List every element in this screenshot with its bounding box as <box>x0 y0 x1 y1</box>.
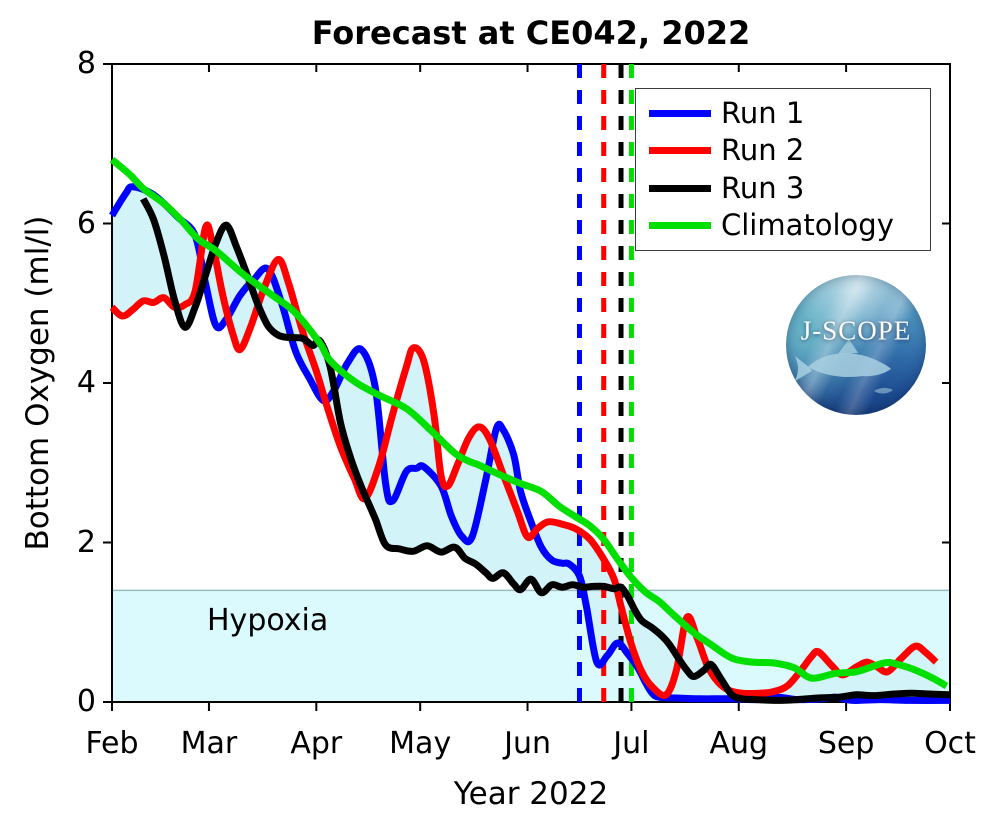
x-tick-label-sep: Sep <box>817 726 875 761</box>
x-tick-label-apr: Apr <box>290 726 343 761</box>
legend-line-swatch <box>649 184 711 192</box>
x-tick-label-jun: Jun <box>504 726 551 761</box>
y-tick-label-0: 0 <box>76 684 96 719</box>
x-tick-label-jul: Jul <box>613 726 650 761</box>
x-tick-label-mar: Mar <box>180 726 238 761</box>
jscope-logo: J-SCOPE <box>786 275 926 415</box>
legend: Run 1 Run 2 Run 3 Climatology <box>635 88 931 251</box>
x-tick-label-may: May <box>389 726 452 761</box>
legend-label: Climatology <box>721 207 894 242</box>
legend-item-run-1: Run 1 <box>636 96 930 132</box>
legend-item-climatology: Climatology <box>636 207 930 243</box>
legend-line-swatch <box>649 221 711 229</box>
x-tick-label-feb: Feb <box>85 726 139 761</box>
legend-label: Run 1 <box>721 96 805 131</box>
legend-label: Run 2 <box>721 133 805 168</box>
legend-line-swatch <box>649 147 711 155</box>
chart-title: Forecast at CE042, 2022 <box>311 14 751 52</box>
y-tick-label-4: 4 <box>76 365 96 400</box>
y-tick-label-2: 2 <box>76 524 96 560</box>
x-tick-label-aug: Aug <box>709 726 769 761</box>
legend-line-swatch <box>649 110 711 118</box>
legend-label: Run 3 <box>721 170 805 205</box>
x-tick-label-oct: Oct <box>924 726 976 761</box>
legend-item-run-2: Run 2 <box>636 133 930 169</box>
jscope-logo-text: J-SCOPE <box>800 315 912 346</box>
hypoxia-region-label: Hypoxia <box>207 603 329 638</box>
y-tick-label-6: 6 <box>76 205 96 241</box>
series-line-climatology <box>109 156 949 690</box>
fish-icon <box>795 339 893 394</box>
legend-item-run-3: Run 3 <box>636 170 930 206</box>
series-line-run-3 <box>140 197 951 704</box>
y-tick-label-8: 8 <box>76 46 96 81</box>
x-axis-label: Year 2022 <box>453 776 609 812</box>
